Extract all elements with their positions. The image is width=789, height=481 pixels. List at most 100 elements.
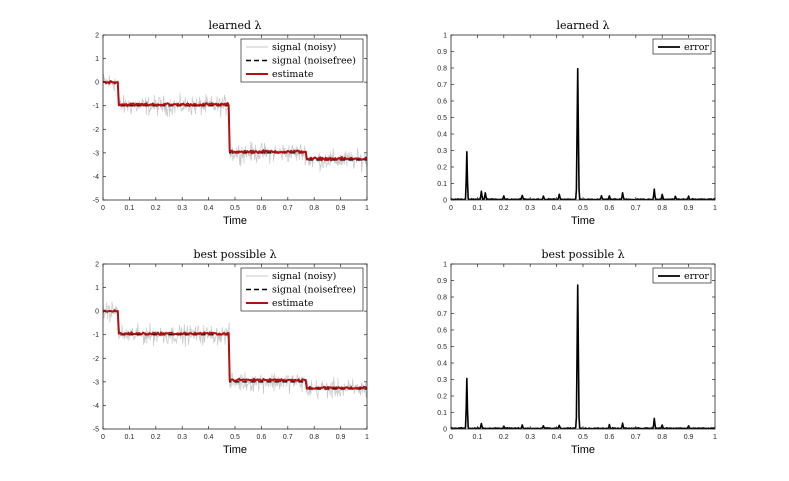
y-tick-label: 0.7: [437, 82, 447, 89]
legend: error: [652, 267, 712, 284]
x-axis-label: Time: [571, 215, 595, 227]
y-tick-label: -5: [93, 427, 99, 434]
y-tick-label: 0.8: [437, 66, 447, 73]
y-tick-label: 1: [443, 33, 447, 40]
y-tick-label: -2: [93, 356, 99, 363]
x-tick-label: 0.3: [177, 205, 187, 212]
x-tick-label: 0.4: [552, 434, 562, 441]
x-axis-label: Time: [223, 215, 247, 227]
x-tick-label: 0.4: [204, 434, 214, 441]
legend: signal (noisy) signal (noisefree) estimate: [240, 267, 364, 312]
x-tick-label: 0.2: [499, 434, 509, 441]
x-tick-label: 0: [449, 205, 453, 212]
y-tick-label: -5: [93, 198, 99, 205]
legend-box: [652, 267, 712, 284]
legend-label: signal (noisefree): [272, 56, 356, 67]
x-tick-label: 0.5: [578, 434, 588, 441]
y-tick-label: 1: [95, 285, 99, 292]
x-tick-label: 1: [713, 434, 717, 441]
x-tick-label: 0.8: [309, 434, 319, 441]
y-tick-label: 0.5: [437, 344, 447, 351]
y-tick-label: 0.9: [437, 278, 447, 285]
x-tick-label: 0.8: [657, 205, 667, 212]
x-tick-label: 0: [101, 434, 105, 441]
legend-label: error: [684, 42, 709, 53]
y-tick-label: 0.1: [437, 181, 447, 188]
x-tick-label: 0.2: [499, 205, 509, 212]
y-tick-label: 0.2: [437, 165, 447, 172]
x-axis-label: Time: [571, 444, 595, 456]
x-tick-label: 0.3: [177, 434, 187, 441]
chart-title: best possible λ: [541, 248, 624, 261]
y-tick-label: 2: [95, 33, 99, 40]
x-tick-label: 0.1: [473, 205, 483, 212]
x-tick-label: 0.4: [204, 205, 214, 212]
x-tick-label: 0.7: [283, 205, 293, 212]
x-tick-label: 0.6: [257, 205, 267, 212]
x-tick-label: 0.3: [525, 205, 535, 212]
data-layer: [103, 73, 367, 173]
y-tick-label: 0.6: [437, 328, 447, 335]
plot-area: [451, 35, 715, 200]
x-tick-label: 0.5: [230, 434, 240, 441]
legend-label: signal (noisy): [272, 271, 336, 282]
chart-title: learned λ: [557, 19, 610, 32]
series-line-estimate: [103, 80, 367, 162]
chart-panel-top-left: 0 0.1 0.2 0.3 0.4 0.5 0.6 0.7 0.8 0.9 1 -5 -4 -3 -2 -1 0…: [93, 19, 369, 227]
legend: error: [652, 38, 712, 55]
chart-panel-top-right: 0 0.1 0.2 0.3 0.4 0.5 0.6 0.7 0.8 0.9 1 0 0.1 0.2 0.3 0…: [437, 19, 717, 227]
legend-label: signal (noisy): [272, 42, 336, 53]
x-axis-label: Time: [223, 444, 247, 456]
x-tick-label: 0.2: [151, 205, 161, 212]
legend-label: error: [684, 271, 709, 282]
y-tick-label: 0: [95, 80, 99, 87]
x-tick-label: 0.2: [151, 434, 161, 441]
x-tick-label: 0.3: [525, 434, 535, 441]
y-tick-label: 0.3: [437, 377, 447, 384]
y-tick-label: -4: [93, 174, 99, 181]
y-tick-label: 0.5: [437, 115, 447, 122]
y-tick-label: 0: [443, 427, 447, 434]
y-tick-label: 1: [95, 56, 99, 63]
x-tick-label: 0.9: [684, 205, 694, 212]
y-tick-label: -3: [93, 379, 99, 386]
y-tick-label: 0.1: [437, 410, 447, 417]
legend: signal (noisy) signal (noisefree) estimate: [240, 38, 364, 83]
chart-panel-bottom-left: 0 0.1 0.2 0.3 0.4 0.5 0.6 0.7 0.8 0.9 1 -5 -4 -3 -2 -1 0…: [93, 248, 369, 456]
y-tick-label: 0: [443, 198, 447, 205]
y-tick-label: -2: [93, 127, 99, 134]
y-tick-label: 0.2: [437, 394, 447, 401]
legend-box: [652, 38, 712, 55]
x-tick-label: 0.1: [125, 205, 135, 212]
y-tick-label: 2: [95, 262, 99, 269]
data-layer: [103, 300, 367, 400]
y-tick-label: 0.4: [437, 361, 447, 368]
series-line-signal-noisy: [103, 300, 367, 400]
y-tick-label: 0.4: [437, 132, 447, 139]
x-tick-label: 0.9: [684, 434, 694, 441]
y-tick-label: 0.8: [437, 295, 447, 302]
x-tick-label: 0.6: [605, 434, 615, 441]
x-tick-label: 0.7: [283, 434, 293, 441]
chart-title: learned λ: [209, 19, 262, 32]
chart-title: best possible λ: [193, 248, 276, 261]
y-tick-label: -4: [93, 403, 99, 410]
x-tick-label: 0.7: [631, 205, 641, 212]
legend-label: estimate: [272, 69, 314, 80]
series-line-estimate: [103, 309, 367, 390]
x-tick-label: 0.6: [257, 434, 267, 441]
y-tick-label: 0.6: [437, 99, 447, 106]
x-tick-label: 1: [713, 205, 717, 212]
x-tick-label: 1: [365, 205, 369, 212]
x-tick-label: 0.6: [605, 205, 615, 212]
x-tick-label: 0.9: [336, 205, 346, 212]
y-tick-label: 1: [443, 262, 447, 269]
x-tick-label: 0.8: [309, 205, 319, 212]
chart-panel-bottom-right: 0 0.1 0.2 0.3 0.4 0.5 0.6 0.7 0.8 0.9 1 0 0.1 0.2 0.3 0…: [437, 248, 717, 456]
y-tick-label: 0: [95, 309, 99, 316]
x-tick-label: 1: [365, 434, 369, 441]
legend-label: estimate: [272, 298, 314, 309]
y-tick-label: 0.3: [437, 148, 447, 155]
x-tick-label: 0.8: [657, 434, 667, 441]
